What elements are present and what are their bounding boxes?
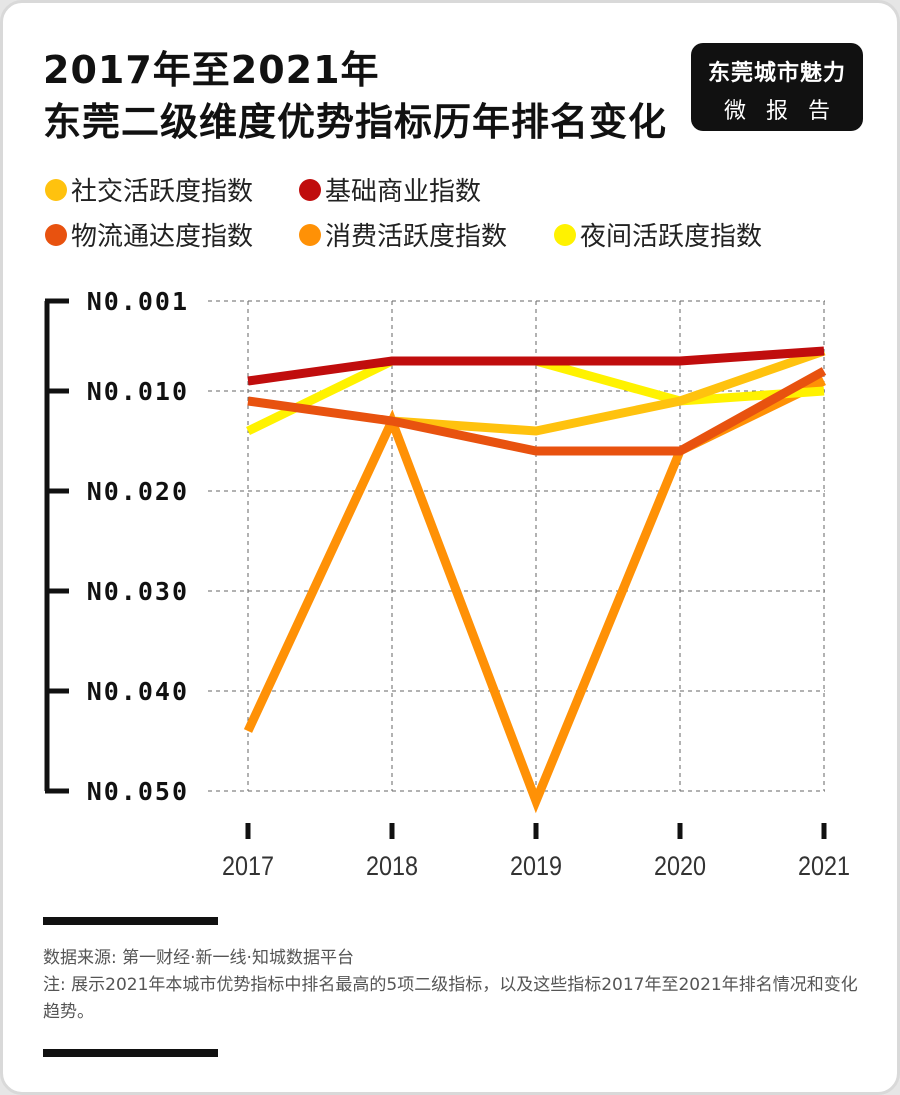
y-tick-label: N0.030 <box>87 577 189 606</box>
legend-item-commerce: 基础商业指数 <box>299 171 481 208</box>
footer-rule-bottom <box>43 1049 218 1057</box>
legend-label-logistics: 物流通达度指数 <box>71 222 254 252</box>
legend-swatch-consumption <box>299 223 321 246</box>
x-tick-label: 2020 <box>654 851 706 881</box>
legend-label-night: 夜间活跃度指数 <box>580 222 763 252</box>
footer-rule-top <box>43 917 218 925</box>
x-tick-label: 2019 <box>510 851 562 881</box>
title-line-2: 东莞二级维度优势指标历年排名变化 <box>43 100 668 144</box>
x-tick-label: 2021 <box>798 851 850 881</box>
y-tick-label: N0.040 <box>87 677 189 706</box>
legend-item-logistics: 物流通达度指数 <box>45 216 253 253</box>
x-tick-label: 2018 <box>366 851 418 881</box>
y-tick-label: N0.001 <box>87 287 189 316</box>
legend-item-consumption: 消费活跃度指数 <box>299 216 507 253</box>
legend-swatch-social <box>45 178 67 201</box>
series-line-social <box>391 346 826 436</box>
x-tick-label: 2017 <box>222 851 274 881</box>
footnote: 注: 展示2021年本城市优势指标中排名最高的5项二级指标，以及这些指标2017… <box>43 975 858 1022</box>
legend-item-social: 社交活跃度指数 <box>45 171 253 208</box>
legend-item-night: 夜间活跃度指数 <box>554 216 762 253</box>
legend-swatch-logistics <box>45 223 67 246</box>
legend-swatch-commerce <box>299 178 321 201</box>
brand-subtitle: 微报告 <box>723 99 850 124</box>
legend-label-consumption: 消费活跃度指数 <box>325 222 508 252</box>
y-tick-label: N0.020 <box>87 477 189 506</box>
y-tick-label: N0.050 <box>87 777 189 806</box>
data-source: 数据来源: 第一财经·新一线·知城数据平台 <box>43 948 354 968</box>
y-tick-label: N0.010 <box>87 377 189 406</box>
brand-badge: 东莞城市魅力 微报告 <box>691 43 863 131</box>
legend-label-social: 社交活跃度指数 <box>71 177 254 207</box>
brand-name: 东莞城市魅力 <box>707 61 846 86</box>
line-chart: N0.001 N0.010 N0.020 N0.030 N0.040 N0.050 2017… <box>44 287 850 881</box>
title-line-1: 2017年至2021年 <box>43 48 380 92</box>
legend-label-commerce: 基础商业指数 <box>325 177 482 207</box>
legend-swatch-night <box>554 223 576 246</box>
